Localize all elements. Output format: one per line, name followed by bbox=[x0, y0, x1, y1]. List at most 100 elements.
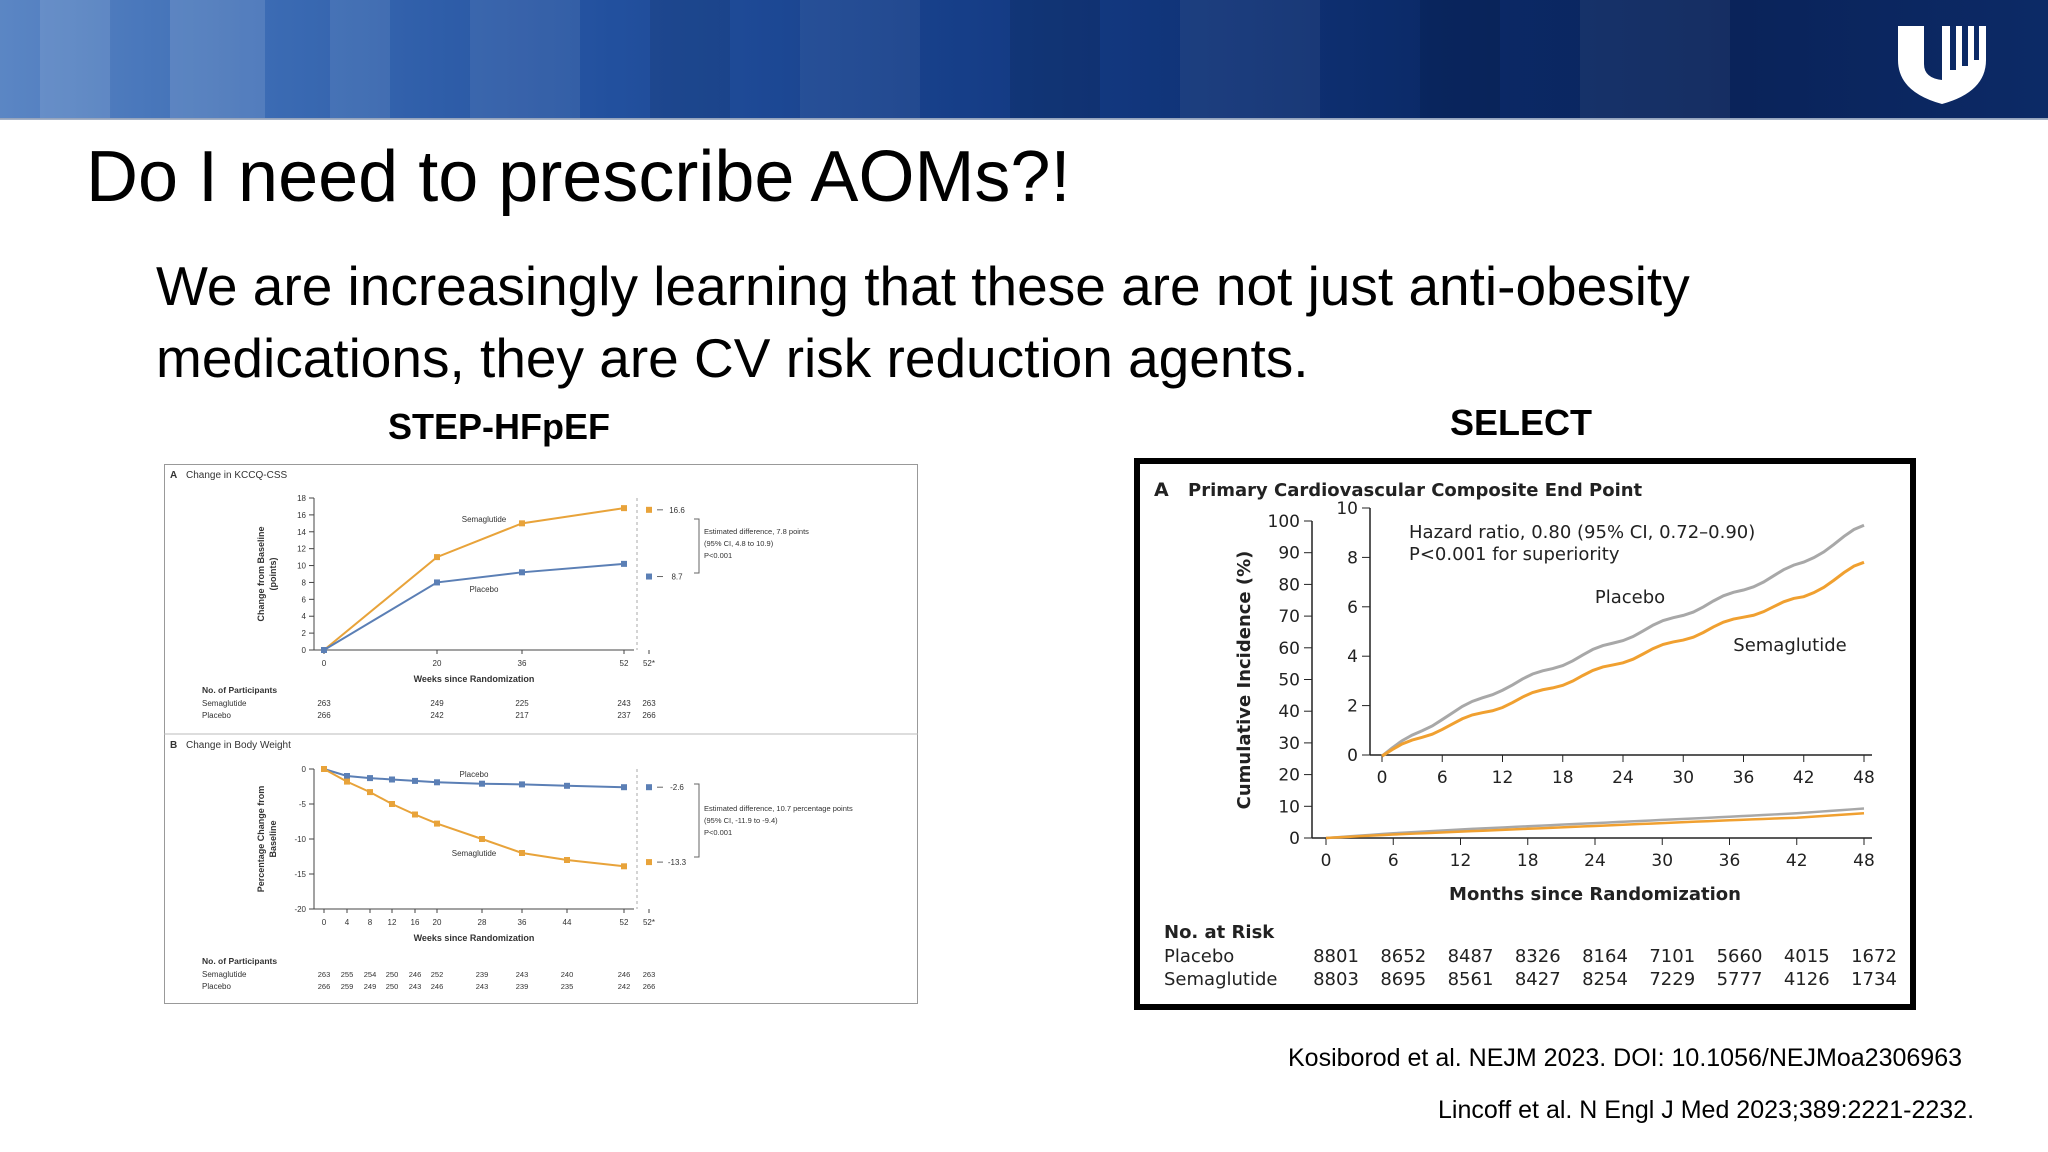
final-value-label: -13.3 bbox=[668, 858, 687, 867]
data-point-semaglutide bbox=[344, 778, 350, 785]
y-tick-label: 40 bbox=[1278, 702, 1300, 722]
header-banner bbox=[0, 0, 2048, 120]
banner-band bbox=[40, 0, 110, 120]
final-point-semaglutide bbox=[646, 859, 652, 866]
series-label-placebo: Placebo bbox=[460, 770, 489, 779]
at-risk-value: 242 bbox=[430, 711, 444, 720]
x-tick-label: 24 bbox=[1584, 851, 1606, 871]
x-tick-label: 0 bbox=[322, 918, 327, 927]
panel-letter: A bbox=[1154, 479, 1169, 501]
at-risk-value: 263 bbox=[317, 699, 331, 708]
at-risk-value: 7229 bbox=[1649, 969, 1695, 990]
at-risk-value: 252 bbox=[431, 970, 444, 979]
inset-y-tick-label: 8 bbox=[1347, 548, 1358, 568]
at-risk-value: 249 bbox=[364, 982, 377, 991]
panel-title: Change in Body Weight bbox=[186, 740, 291, 751]
hazard-ratio-text: Hazard ratio, 0.80 (95% CI, 0.72–0.90) bbox=[1409, 522, 1755, 543]
y-tick-label: 100 bbox=[1268, 512, 1300, 532]
at-risk-row-label: Semaglutide bbox=[1164, 969, 1277, 990]
y-tick-label: 16 bbox=[297, 511, 306, 520]
at-risk-row-label: Semaglutide bbox=[202, 970, 247, 979]
data-point-semaglutide bbox=[621, 863, 627, 870]
at-risk-value: 254 bbox=[364, 970, 377, 979]
y-axis-label: (points) bbox=[268, 558, 278, 591]
x-tick-label: 20 bbox=[433, 918, 442, 927]
annotation-line: (95% CI, -11.9 to -9.4) bbox=[704, 816, 778, 825]
series-label-semaglutide: Semaglutide bbox=[1733, 635, 1846, 656]
y-tick-label: 10 bbox=[297, 562, 306, 571]
slide-title: Do I need to prescribe AOMs?! bbox=[86, 137, 1071, 217]
y-tick-label: -20 bbox=[294, 905, 306, 914]
banner-band bbox=[650, 0, 730, 120]
data-point-semaglutide bbox=[367, 789, 373, 796]
at-risk-value: 8803 bbox=[1313, 969, 1359, 990]
at-risk-value: 1734 bbox=[1851, 969, 1897, 990]
data-point-semaglutide bbox=[389, 801, 395, 807]
at-risk-value: 5777 bbox=[1717, 969, 1763, 990]
inset-x-tick-label: 18 bbox=[1552, 768, 1574, 788]
data-point-semaglutide bbox=[564, 857, 570, 863]
at-risk-value: 8652 bbox=[1380, 946, 1426, 967]
final-value-label: -2.6 bbox=[670, 783, 684, 792]
y-tick-label: 80 bbox=[1278, 575, 1300, 595]
x-tick-label: 18 bbox=[1517, 851, 1539, 871]
at-risk-row-label: Placebo bbox=[1164, 946, 1234, 967]
outer-curve-semaglutide bbox=[1325, 812, 1865, 840]
panel-letter: A bbox=[170, 470, 177, 481]
x-tick-label: 52* bbox=[643, 659, 655, 668]
y-tick-label: 6 bbox=[302, 595, 307, 604]
at-risk-value: 242 bbox=[618, 982, 631, 991]
y-tick-label: 18 bbox=[297, 494, 306, 503]
inset-y-tick-label: 0 bbox=[1347, 746, 1358, 766]
x-tick-label: 44 bbox=[563, 918, 572, 927]
y-tick-label: 0 bbox=[1289, 829, 1300, 849]
data-point-placebo bbox=[389, 776, 395, 783]
y-tick-label: 50 bbox=[1278, 671, 1300, 691]
banner-band bbox=[1180, 0, 1320, 120]
data-point-placebo bbox=[621, 560, 627, 567]
panel-title: Primary Cardiovascular Composite End Poi… bbox=[1188, 480, 1643, 501]
at-risk-value: 246 bbox=[409, 970, 422, 979]
at-risk-value: 239 bbox=[476, 970, 489, 979]
data-point-placebo bbox=[434, 779, 440, 786]
at-risk-value: 1672 bbox=[1851, 946, 1897, 967]
at-risk-value: 266 bbox=[643, 982, 656, 991]
at-risk-value: 243 bbox=[516, 970, 529, 979]
y-tick-label: 90 bbox=[1278, 544, 1300, 564]
at-risk-value: 8801 bbox=[1313, 946, 1359, 967]
inset-y-tick-label: 2 bbox=[1347, 697, 1358, 717]
y-tick-label: 0 bbox=[302, 646, 307, 655]
inset-x-tick-label: 42 bbox=[1793, 768, 1815, 788]
x-tick-label: 28 bbox=[478, 918, 487, 927]
inset-y-tick-label: 4 bbox=[1347, 647, 1358, 667]
x-tick-label: 16 bbox=[411, 918, 420, 927]
series-line-semaglutide bbox=[323, 507, 625, 651]
x-tick-label: 52 bbox=[620, 659, 629, 668]
at-risk-value: 263 bbox=[642, 699, 656, 708]
at-risk-value: 4126 bbox=[1784, 969, 1830, 990]
annotation-line: P<0.001 bbox=[704, 551, 732, 560]
series-line-placebo bbox=[323, 768, 625, 789]
x-tick-label: 52* bbox=[643, 918, 655, 927]
x-tick-label: 42 bbox=[1786, 851, 1808, 871]
step-hfpef-figure: A Change in KCCQ-CSS024681012141618Change… bbox=[164, 464, 918, 1004]
inset-x-tick-label: 36 bbox=[1733, 768, 1755, 788]
at-risk-value: 239 bbox=[516, 982, 529, 991]
annotation-line: Estimated difference, 10.7 percentage po… bbox=[704, 804, 853, 813]
data-point-placebo bbox=[367, 775, 373, 782]
final-value-label: 8.7 bbox=[671, 573, 683, 582]
inset-x-tick-label: 30 bbox=[1672, 768, 1694, 788]
inset-y-tick-label: 6 bbox=[1347, 598, 1358, 618]
at-risk-value: 266 bbox=[317, 711, 331, 720]
difference-bracket bbox=[694, 518, 700, 574]
y-tick-label: 60 bbox=[1278, 639, 1300, 659]
at-risk-value: 243 bbox=[476, 982, 489, 991]
at-risk-value: 240 bbox=[561, 970, 574, 979]
banner-band bbox=[470, 0, 580, 120]
at-risk-value: 243 bbox=[617, 699, 631, 708]
annotation-line: (95% CI, 4.8 to 10.9) bbox=[704, 539, 774, 548]
x-tick-label: 36 bbox=[1719, 851, 1741, 871]
x-tick-label: 0 bbox=[322, 659, 327, 668]
banner-band bbox=[1010, 0, 1100, 120]
inset-x-tick-label: 24 bbox=[1612, 768, 1634, 788]
